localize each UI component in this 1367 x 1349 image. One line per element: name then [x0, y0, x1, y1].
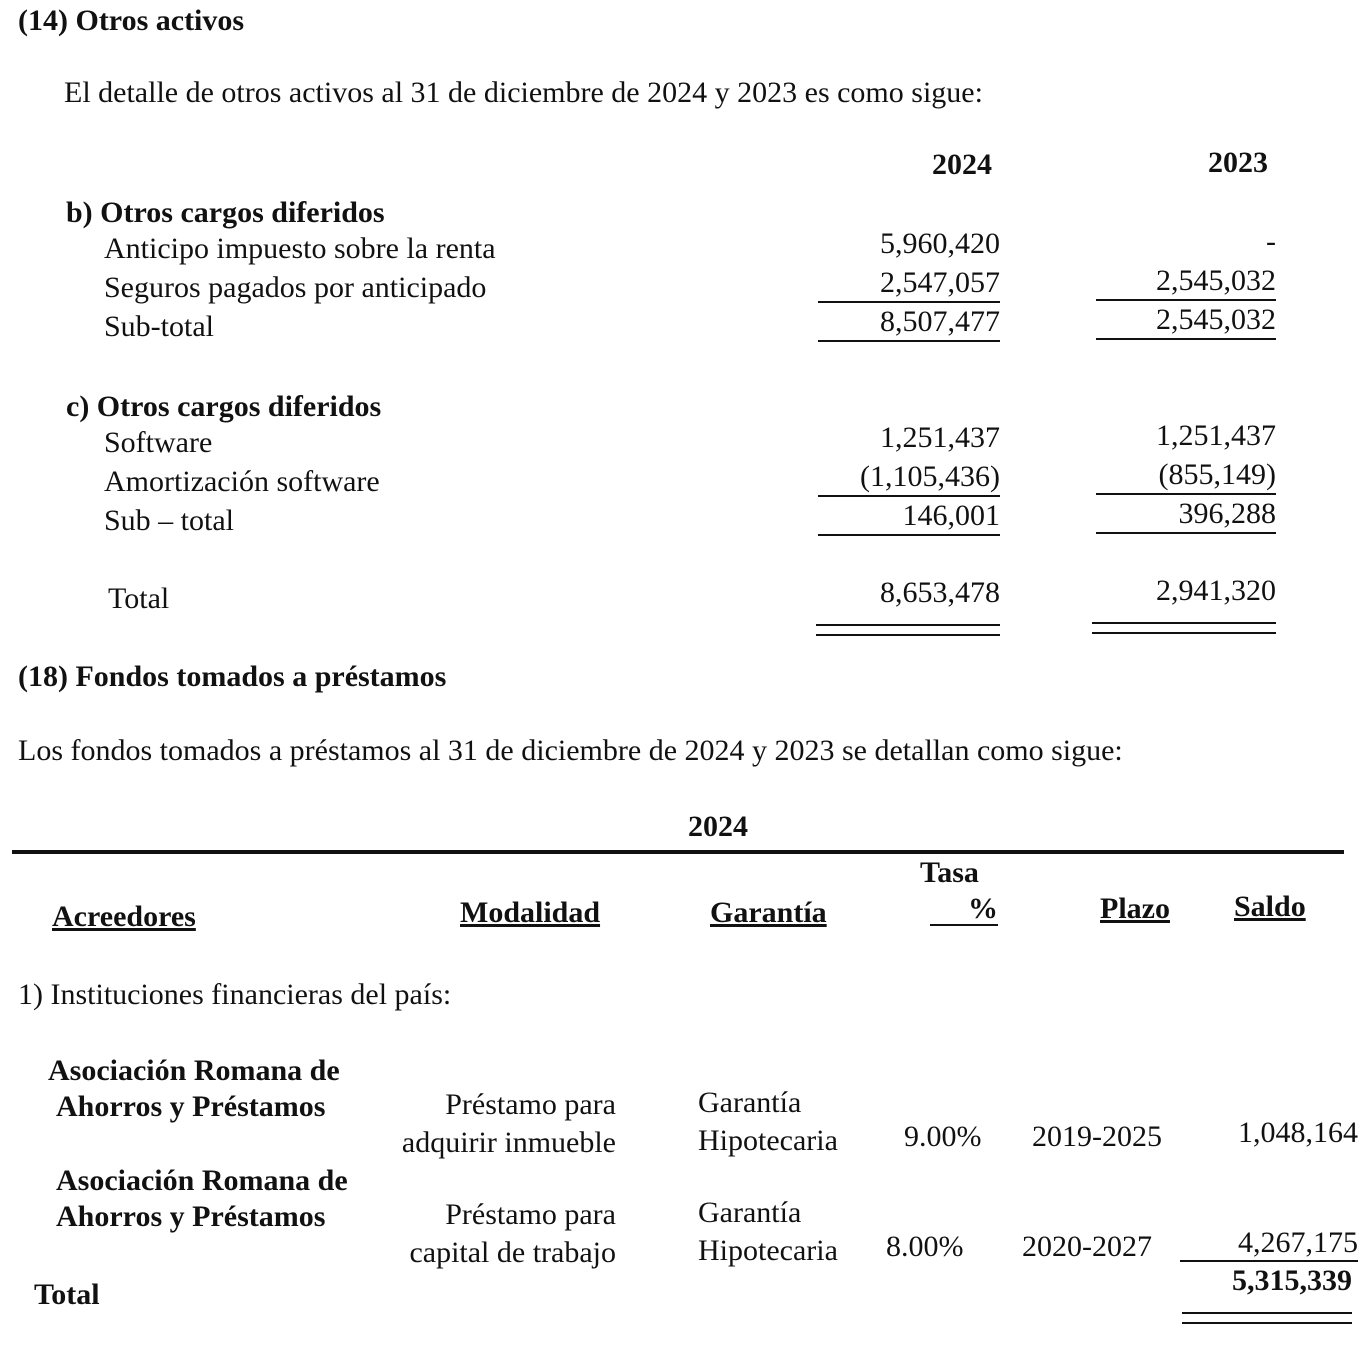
- value-2023: -: [1266, 225, 1276, 258]
- acreedor: Asociación Romana de: [48, 1054, 340, 1087]
- col-2024: 2024: [932, 148, 992, 181]
- total-2024: 8,653,478: [880, 576, 1000, 609]
- double-rule: [1182, 1312, 1352, 1324]
- row-label: Anticipo impuesto sobre la renta: [104, 232, 496, 265]
- double-rule: [816, 624, 1000, 636]
- row-label: Seguros pagados por anticipado: [104, 271, 487, 304]
- value-2023: 396,288: [1096, 496, 1276, 534]
- value-2024: 146,001: [818, 498, 1000, 536]
- header-plazo: Plazo: [1100, 892, 1170, 925]
- value-2024: 8,507,477: [818, 304, 1000, 342]
- table-year: 2024: [688, 810, 748, 843]
- garantia: Hipotecaria: [698, 1124, 838, 1157]
- loans-total-label: Total: [34, 1278, 100, 1311]
- garantia: Garantía: [698, 1086, 802, 1119]
- section-18-title: (18) Fondos tomados a préstamos: [18, 660, 447, 693]
- value-2023: 2,545,032: [1096, 302, 1276, 340]
- header-saldo: Saldo: [1234, 890, 1306, 923]
- value-2023: (855,149): [1096, 457, 1276, 495]
- value-2024: 5,960,420: [880, 227, 1000, 260]
- total-label: Total: [108, 582, 170, 615]
- modalidad: Préstamo para: [445, 1198, 616, 1231]
- section-18-intro: Los fondos tomados a préstamos al 31 de …: [18, 734, 1123, 767]
- header-acreedores: Acreedores: [52, 900, 196, 933]
- row-label: Sub – total: [104, 504, 235, 537]
- c-title: c) Otros cargos diferidos: [66, 390, 382, 423]
- value-2023: 2,545,032: [1096, 263, 1276, 301]
- section-14-title: (14) Otros activos: [18, 4, 245, 37]
- header-garantia: Garantía: [710, 896, 827, 929]
- header-modalidad: Modalidad: [460, 896, 601, 929]
- header-tasa: Tasa: [920, 856, 979, 889]
- row-label: Amortización software: [104, 465, 380, 498]
- row-label: Software: [104, 426, 213, 459]
- acreedor: Ahorros y Préstamos: [56, 1200, 326, 1233]
- tasa: 8.00%: [886, 1230, 964, 1263]
- plazo: 2020-2027: [1022, 1230, 1152, 1263]
- modalidad: capital de trabajo: [409, 1236, 616, 1269]
- plazo: 2019-2025: [1032, 1120, 1162, 1153]
- garantia: Garantía: [698, 1196, 802, 1229]
- acreedor: Ahorros y Préstamos: [56, 1090, 326, 1123]
- b-title: b) Otros cargos diferidos: [66, 196, 385, 229]
- loans-total: 5,315,339: [1232, 1264, 1352, 1297]
- value-2024: 1,251,437: [880, 421, 1000, 454]
- saldo: 4,267,175: [1180, 1226, 1358, 1262]
- value-2023: 1,251,437: [1156, 419, 1276, 452]
- acreedor: Asociación Romana de: [56, 1164, 348, 1197]
- header-tasa-pct: %: [930, 894, 998, 926]
- tasa: 9.00%: [904, 1120, 982, 1153]
- row-label: Sub-total: [104, 310, 214, 343]
- double-rule: [1092, 622, 1276, 634]
- modalidad: Préstamo para: [445, 1088, 616, 1121]
- group-label: 1) Instituciones financieras del país:: [18, 978, 452, 1011]
- section-14-intro: El detalle de otros activos al 31 de dic…: [64, 76, 983, 109]
- garantia: Hipotecaria: [698, 1234, 838, 1267]
- col-2023: 2023: [1208, 146, 1268, 179]
- modalidad: adquirir inmueble: [401, 1126, 616, 1159]
- saldo: 1,048,164: [1238, 1116, 1358, 1149]
- total-2023: 2,941,320: [1156, 574, 1276, 607]
- value-2024: (1,105,436): [818, 459, 1000, 497]
- table-rule: [12, 850, 1344, 854]
- value-2024: 2,547,057: [818, 265, 1000, 303]
